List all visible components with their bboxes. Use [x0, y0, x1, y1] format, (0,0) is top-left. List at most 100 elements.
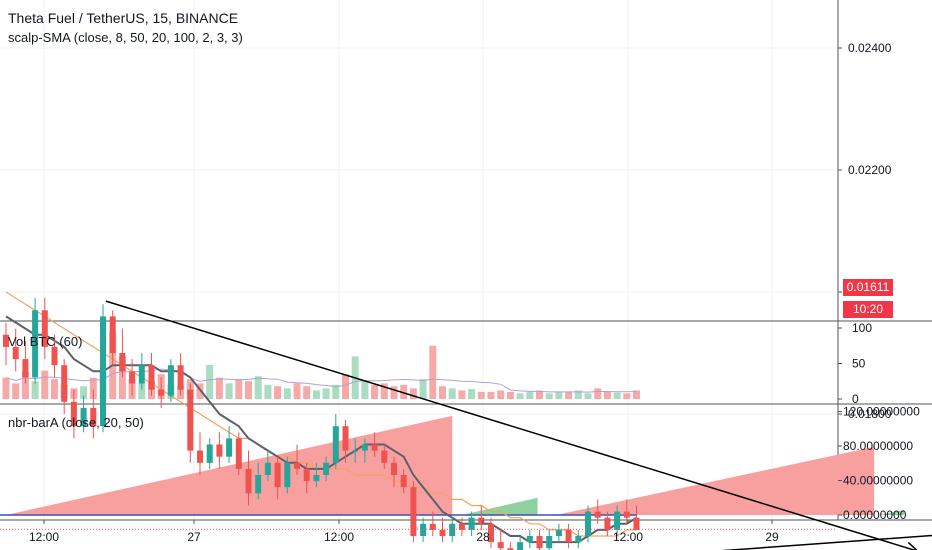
volume-bar-8	[80, 386, 88, 399]
oscillator-tick-label-3: 0.00000000	[843, 508, 907, 522]
volume-bar-61	[594, 388, 602, 399]
time-tick-label-3: 28	[476, 530, 490, 544]
oscillator-green-segment-1	[879, 509, 905, 515]
oscillator-area	[0, 415, 905, 516]
volume-bar-32	[312, 390, 320, 399]
volume-bar-38	[371, 384, 379, 399]
volume-bar-51	[497, 390, 505, 399]
candle-body-15	[148, 365, 155, 390]
last-price-badge: 0.01611	[843, 279, 893, 296]
candle-body-28	[274, 462, 281, 488]
candle-body-7	[70, 401, 77, 427]
candle-body-20	[197, 450, 203, 463]
candle-body-57	[555, 529, 562, 536]
candle-body-43	[420, 523, 427, 536]
candle-body-54	[526, 536, 533, 543]
volume-bar-3	[31, 381, 39, 399]
volume-bar-57	[555, 391, 563, 399]
volume-bar-39	[380, 383, 388, 399]
candle-body-47	[458, 523, 465, 530]
time-tick-label-4: 12:00	[613, 530, 643, 544]
oscillator-indicator-label[interactable]: nbr-barA (close, 20, 50)	[8, 415, 144, 430]
candle-body-18	[177, 365, 184, 390]
volume-bar-58	[565, 391, 573, 399]
volume-bar-30	[293, 383, 301, 399]
candle-body-44	[429, 523, 436, 530]
candle-body-61	[594, 511, 601, 518]
volume-bar-1	[12, 383, 20, 399]
candle-body-0	[3, 334, 9, 347]
price-tick-label-3: 0.01800	[848, 407, 892, 421]
candle-body-56	[546, 536, 553, 549]
volume-bar-35	[342, 374, 349, 399]
time-tick-label-5: 29	[765, 530, 779, 544]
time-tick-label-0: 12:00	[29, 530, 59, 544]
volume-bar-27	[264, 384, 272, 399]
volume-tick-label-2: 0	[852, 392, 859, 406]
candle-body-38	[371, 444, 378, 451]
candle-body-45	[439, 529, 446, 536]
oscillator-red-segment-0	[6, 415, 453, 515]
candle-body-25	[245, 468, 252, 494]
scalp-sma-indicator-label[interactable]: scalp-SMA (close, 8, 50, 20, 100, 2, 3, …	[8, 30, 243, 45]
candle-body-23	[226, 438, 233, 457]
countdown-badge: 10:20	[843, 301, 893, 318]
candle-body-30	[294, 462, 300, 469]
volume-bar-55	[536, 390, 543, 399]
candle-body-12	[119, 353, 126, 372]
volume-bar-4	[41, 370, 49, 399]
volume-bar-5	[51, 379, 58, 399]
volume-bar-46	[448, 388, 456, 399]
volume-bar-23	[225, 383, 233, 399]
candle-body-65	[633, 517, 640, 530]
volume-bar-41	[400, 384, 408, 399]
volume-bar-62	[603, 391, 611, 399]
trendline-0	[105, 300, 917, 550]
volume-bar-24	[235, 379, 243, 399]
oscillator-tick-label-0: 120.00000000	[843, 405, 920, 419]
volume-bar-64	[623, 393, 631, 399]
candle-body-16	[158, 389, 165, 396]
candle-body-32	[313, 475, 320, 482]
candle-body-19	[187, 389, 194, 451]
volume-bar-9	[89, 377, 97, 399]
candle-body-10	[100, 316, 106, 427]
candle-body-37	[361, 444, 368, 451]
candle-body-3	[32, 310, 39, 378]
volume-bar-40	[390, 386, 398, 399]
volume-bar-34	[332, 384, 340, 399]
candle-body-2	[22, 359, 29, 378]
candle-body-11	[109, 316, 116, 353]
volume-bar-26	[254, 376, 262, 399]
volume-bar-43	[419, 379, 427, 399]
candle-body-39	[381, 450, 388, 463]
volume-bar-56	[545, 393, 553, 399]
volume-bar-25	[245, 381, 252, 399]
volume-bar-12	[118, 356, 126, 399]
volume-bar-47	[458, 390, 466, 399]
chart-title: Theta Fuel / TetherUS, 15, BINANCE	[8, 10, 239, 26]
candle-body-40	[391, 462, 397, 475]
volume-indicator-label[interactable]: Vol BTC (60)	[8, 334, 83, 349]
candle-body-59	[575, 536, 582, 543]
oscillator-tick-label-1: 80.00000000	[843, 439, 913, 453]
candle-body-50	[488, 523, 494, 543]
volume-bar-59	[574, 390, 582, 399]
candle-body-60	[585, 511, 591, 536]
volume-tick-label-1: 50	[852, 357, 866, 371]
candle-body-1	[12, 346, 19, 360]
candle-body-51	[497, 542, 504, 549]
volume-bar-21	[206, 364, 214, 399]
candle-body-24	[235, 438, 242, 469]
trendline-1	[720, 534, 932, 550]
volume-tick-label-0: 100	[852, 321, 872, 335]
oscillator-tick-label-2: 40.00000000	[843, 474, 913, 488]
volume-bar-45	[439, 386, 446, 399]
volume-bar-37	[361, 381, 369, 399]
volume-bar-60	[584, 393, 592, 399]
candle-body-27	[264, 462, 271, 475]
candle-body-58	[565, 529, 572, 543]
candle-body-34	[332, 426, 339, 463]
volume-bar-49	[477, 391, 485, 399]
